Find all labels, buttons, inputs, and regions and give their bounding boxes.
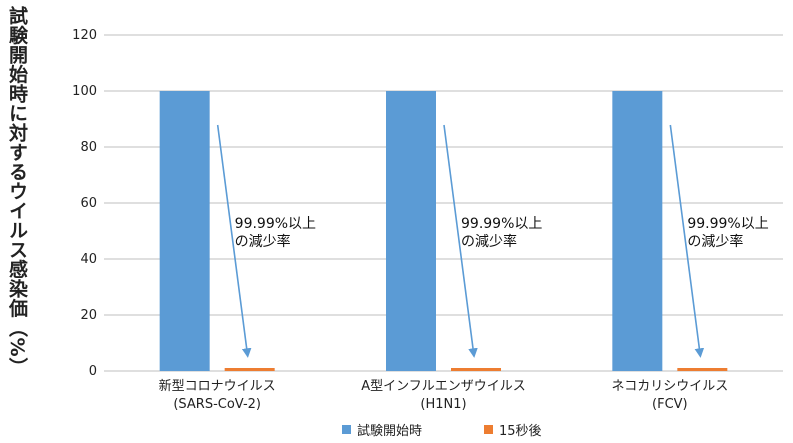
annotation-line: の減少率 — [687, 233, 743, 250]
legend-label-start: 試験開始時 — [357, 424, 423, 439]
y-tick-label: 0 — [89, 364, 97, 379]
y-tick-label: 100 — [72, 84, 97, 99]
legend: 試験開始時 15秒後 — [0, 420, 793, 440]
reduction-arrows — [216, 124, 705, 358]
reduction-arrow — [216, 124, 252, 358]
y-tick-label: 80 — [80, 140, 97, 155]
bar-15s-2 — [677, 368, 728, 371]
legend-item-15s: 15秒後 — [484, 420, 542, 439]
annotation-line: 99.99%以上 — [687, 216, 768, 232]
legend-swatch-start — [342, 425, 351, 434]
y-tick-label: 60 — [80, 196, 97, 211]
category-label: (SARS-CoV-2) — [173, 397, 261, 412]
annotation-line: の減少率 — [235, 233, 291, 250]
y-axis-title-wrap: 試験開始時に対するウイルス感染価（%） — [2, 6, 32, 377]
y-tick-label: 20 — [80, 308, 97, 323]
category-label: (H1N1) — [420, 397, 466, 412]
y-tick-labels: 0 20 40 60 80 100 120 — [72, 28, 97, 379]
annotation-line: 99.99%以上 — [461, 216, 542, 232]
annotation-line: 99.99%以上 — [235, 216, 316, 232]
reduction-arrow — [443, 124, 478, 358]
bar-15s-1 — [451, 368, 501, 371]
annotation-line: の減少率 — [461, 233, 517, 250]
category-label: A型インフルエンザウイルス — [361, 379, 526, 394]
bar-start-0 — [159, 91, 210, 371]
bar-start-2 — [612, 91, 663, 371]
legend-label-15s: 15秒後 — [499, 424, 542, 439]
category-label: 新型コロナウイルス — [159, 378, 276, 394]
category-label: (FCV) — [652, 397, 688, 412]
gridlines — [104, 34, 783, 372]
legend-item-start: 試験開始時 — [342, 420, 422, 439]
reduction-arrow — [669, 124, 705, 358]
bar-15s-0 — [224, 368, 275, 371]
legend-swatch-15s — [484, 425, 493, 434]
bar-start-1 — [386, 91, 436, 371]
category-labels: 新型コロナウイルス (SARS-CoV-2) A型インフルエンザウイルス (H1N1)… — [159, 378, 729, 412]
category-label: ネコカリシウイルス — [611, 379, 728, 394]
bars — [159, 91, 728, 371]
y-tick-label: 40 — [80, 252, 97, 267]
y-axis-title: 試験開始時に対するウイルス感染価（%） — [6, 6, 28, 377]
y-tick-label: 120 — [72, 28, 97, 43]
